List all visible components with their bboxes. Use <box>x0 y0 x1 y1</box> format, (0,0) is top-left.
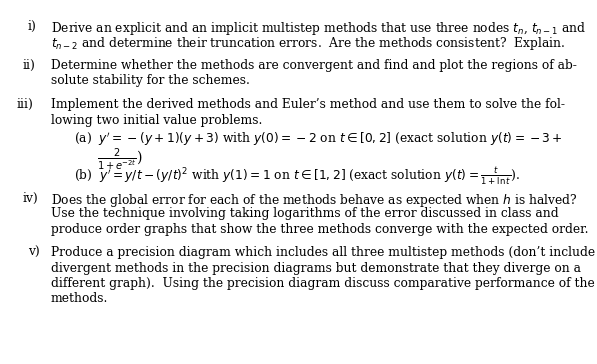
Text: different graph).  Using the precision diagram discuss comparative performance o: different graph). Using the precision di… <box>51 277 595 290</box>
Text: iv): iv) <box>22 192 38 205</box>
Text: Does the global error for each of the methods behave as expected when $h$ is hal: Does the global error for each of the me… <box>51 192 577 209</box>
Text: $t_{n-2}$ and determine their truncation errors.  Are the methods consistent?  E: $t_{n-2}$ and determine their truncation… <box>51 35 565 52</box>
Text: produce order graphs that show the three methods converge with the expected orde: produce order graphs that show the three… <box>51 222 589 236</box>
Text: v): v) <box>28 246 40 259</box>
Text: Produce a precision diagram which includes all three multistep methods (don’t in: Produce a precision diagram which includ… <box>51 246 595 259</box>
Text: divergent methods in the precision diagrams but demonstrate that they diverge on: divergent methods in the precision diagr… <box>51 262 581 275</box>
Text: solute stability for the schemes.: solute stability for the schemes. <box>51 74 250 87</box>
Text: iii): iii) <box>17 98 33 111</box>
Text: Use the technique involving taking logarithms of the error discussed in class an: Use the technique involving taking logar… <box>51 207 559 220</box>
Text: Derive an explicit and an implicit multistep methods that use three nodes $t_n$,: Derive an explicit and an implicit multi… <box>51 20 586 36</box>
Text: lowing two initial value problems.: lowing two initial value problems. <box>51 114 262 127</box>
Text: Determine whether the methods are convergent and find and plot the regions of ab: Determine whether the methods are conver… <box>51 59 577 72</box>
Text: i): i) <box>28 20 37 32</box>
Text: methods.: methods. <box>51 292 108 305</box>
Text: (a)  $y' = -(y+1)(y+3)$ with $y(0) = -2$ on $t \in [0,2]$ (exact solution $y(t) : (a) $y' = -(y+1)(y+3)$ with $y(0) = -2$ … <box>74 130 562 148</box>
Text: Implement the derived methods and Euler’s method and use them to solve the fol-: Implement the derived methods and Euler’… <box>51 98 565 111</box>
Text: (b)  $y' = y/t - (y/t)^2$ with $y(1) = 1$ on $t \in [1,2]$ (exact solution $y(t): (b) $y' = y/t - (y/t)^2$ with $y(1) = 1$… <box>74 165 520 187</box>
Text: ii): ii) <box>22 59 35 72</box>
Text: $\frac{2}{1+e^{-2t}}$): $\frac{2}{1+e^{-2t}}$) <box>97 147 143 173</box>
